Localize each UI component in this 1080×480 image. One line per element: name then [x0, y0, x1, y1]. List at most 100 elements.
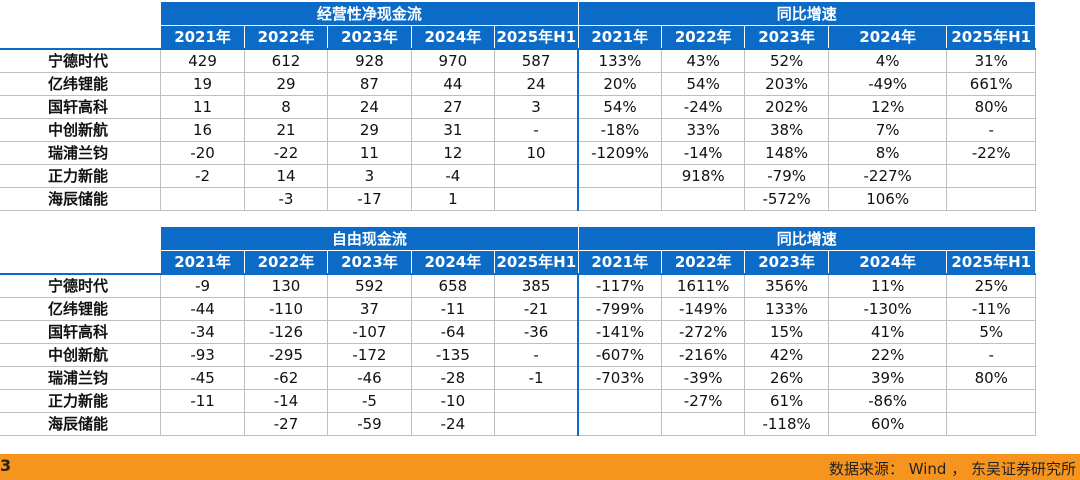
- value-cell: -22: [243, 141, 329, 165]
- growth-cell: -149%: [660, 297, 746, 321]
- value-cell: -27: [243, 412, 329, 436]
- data-source-note: 数据来源： Wind ， 东吴证券研究所: [828, 460, 1076, 478]
- value-cell: -11: [410, 297, 496, 321]
- value-cell: 385: [494, 273, 579, 298]
- value-cell: 21: [243, 118, 329, 142]
- value-cell: 592: [327, 273, 412, 298]
- growth-cell: 60%: [827, 412, 948, 436]
- value-cell: -59: [327, 412, 412, 436]
- table-row: 海辰储能 -27 -59 -24 -118% 60%: [0, 412, 1036, 436]
- growth-cell: 133%: [744, 297, 829, 321]
- growth-cell: -799%: [577, 297, 662, 321]
- growth-cell: 54%: [577, 95, 662, 119]
- year-header: 2022年: [660, 250, 746, 274]
- value-cell: -5: [327, 389, 412, 413]
- value-cell: 130: [243, 273, 329, 298]
- value-cell: -17: [327, 187, 412, 211]
- value-cell: -10: [410, 389, 496, 413]
- value-cell: 3: [327, 164, 412, 188]
- table-row: 宁德时代 429 612 928 970 587 133% 43% 52% 4% 31%: [0, 48, 1036, 73]
- value-cell: 10: [494, 141, 579, 165]
- value-cell: 29: [243, 72, 329, 96]
- value-cell: -64: [410, 320, 496, 344]
- value-cell: -44: [160, 297, 245, 321]
- year-header: 2024年: [827, 25, 948, 49]
- value-cell: 11: [327, 141, 412, 165]
- growth-cell: 42%: [744, 343, 829, 367]
- company-name: 亿纬锂能: [0, 72, 162, 96]
- growth-cell: 202%: [744, 95, 829, 119]
- value-cell: [160, 187, 245, 211]
- growth-cell: -39%: [660, 366, 746, 390]
- growth-cell: -86%: [827, 389, 948, 413]
- growth-cell: -130%: [827, 297, 948, 321]
- year-header: 2022年: [243, 25, 329, 49]
- value-cell: 3: [494, 95, 579, 119]
- growth-cell: -216%: [660, 343, 746, 367]
- value-cell: 37: [327, 297, 412, 321]
- growth-cell: -79%: [744, 164, 829, 188]
- value-cell: [494, 164, 579, 188]
- growth-cell: 4%: [827, 48, 948, 73]
- company-name: 国轩高科: [0, 95, 162, 119]
- table-row: 亿纬锂能 19 29 87 44 24 20% 54% 203% -49% 661%: [0, 72, 1036, 96]
- value-cell: -14: [243, 389, 329, 413]
- value-cell: -46: [327, 366, 412, 390]
- group-header-growth: 同比增速: [577, 227, 1037, 251]
- value-cell: 31: [410, 118, 496, 142]
- growth-cell: 39%: [827, 366, 948, 390]
- year-header: 2025年H1: [494, 250, 579, 274]
- value-cell: -: [494, 118, 579, 142]
- growth-cell: 41%: [827, 320, 948, 344]
- growth-cell: -27%: [660, 389, 746, 413]
- table-row: 亿纬锂能 -44 -110 37 -11 -21 -799% -149% 133% -130% -1…: [0, 297, 1036, 321]
- value-cell: 12: [410, 141, 496, 165]
- value-cell: -9: [160, 273, 245, 298]
- value-cell: 612: [243, 48, 329, 73]
- table-row: 中创新航 16 21 29 31- -18% 33% 38% 7% -: [0, 118, 1036, 142]
- value-cell: -107: [327, 320, 412, 344]
- growth-cell: 26%: [744, 366, 829, 390]
- value-cell: -11: [160, 389, 245, 413]
- table-row: 正力新能 -11 -14 -5 -10 -27% 61% -86%: [0, 389, 1036, 413]
- value-cell: -34: [160, 320, 245, 344]
- growth-cell: 33%: [660, 118, 746, 142]
- year-header: 2021年: [160, 250, 245, 274]
- value-cell: -: [494, 343, 579, 367]
- value-cell: [494, 389, 579, 413]
- value-cell: 587: [494, 48, 579, 73]
- corner-blank: [0, 2, 161, 26]
- growth-cell: 43%: [660, 48, 746, 73]
- growth-cell: 356%: [744, 273, 829, 298]
- growth-cell: 54%: [660, 72, 746, 96]
- company-name: 中创新航: [0, 343, 162, 367]
- growth-cell: [660, 412, 746, 436]
- growth-cell: [577, 164, 662, 188]
- year-header: 2023年: [327, 250, 412, 274]
- year-header: 2025年H1: [946, 250, 1036, 274]
- company-name: 正力新能: [0, 164, 162, 188]
- table-row: 正力新能 -2 14 3 -4 918% -79% -227%: [0, 164, 1036, 188]
- growth-cell: 918%: [660, 164, 746, 188]
- growth-cell: 61%: [744, 389, 829, 413]
- table-row: 瑞浦兰钧 -45 -62 -46 -28 -1 -703% -39% 26% 39% 80%: [0, 366, 1036, 390]
- value-cell: 29: [327, 118, 412, 142]
- company-name: 正力新能: [0, 389, 162, 413]
- value-cell: -36: [494, 320, 579, 344]
- value-cell: [494, 187, 579, 211]
- value-cell: -172: [327, 343, 412, 367]
- growth-cell: -141%: [577, 320, 662, 344]
- growth-cell: 133%: [577, 48, 662, 73]
- value-cell: -1: [494, 366, 579, 390]
- value-cell: 14: [243, 164, 329, 188]
- table-row: 瑞浦兰钧 -20 -22 11 12 10 -1209% -14% 148% 8% -22%: [0, 141, 1036, 165]
- year-header: 2025年H1: [494, 25, 579, 49]
- year-header: 2021年: [577, 25, 662, 49]
- value-cell: [494, 412, 579, 436]
- growth-cell: [577, 389, 662, 413]
- value-cell: -45: [160, 366, 245, 390]
- corner-blank: [0, 25, 161, 49]
- growth-cell: -49%: [827, 72, 948, 96]
- company-name: 海辰储能: [0, 187, 162, 211]
- value-cell: -3: [243, 187, 329, 211]
